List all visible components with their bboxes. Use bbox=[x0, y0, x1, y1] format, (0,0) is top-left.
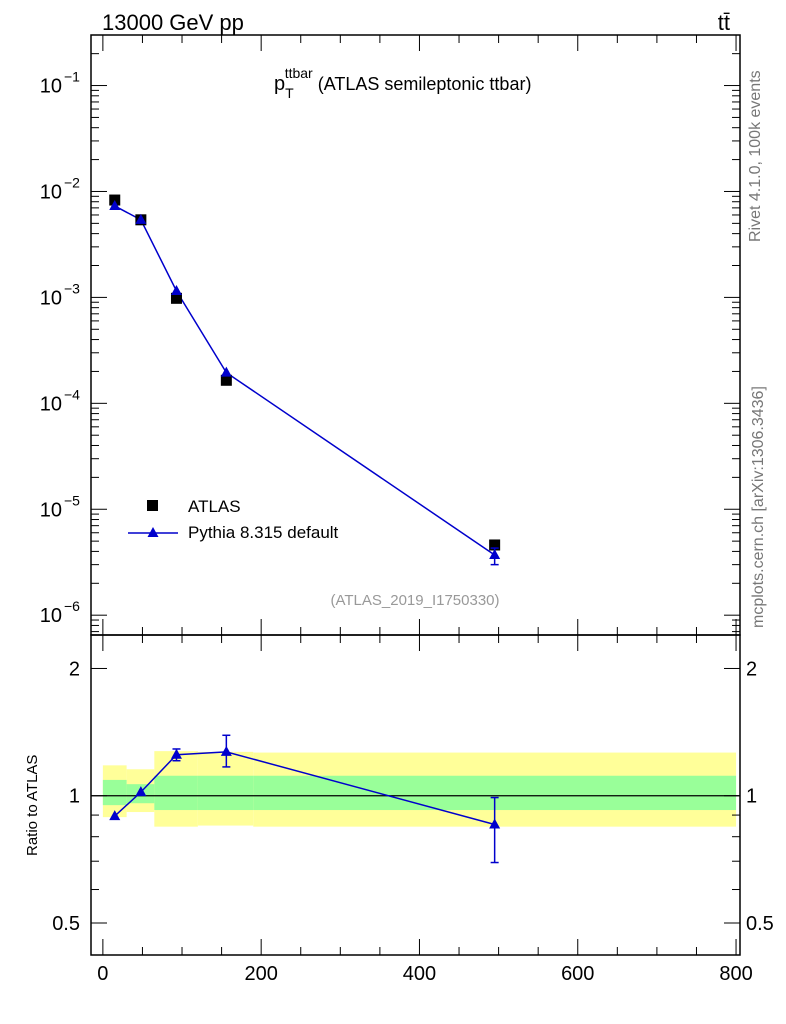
rivet-version-label: Rivet 4.1.0, 100k events bbox=[747, 70, 764, 242]
ratio-frame bbox=[90, 634, 741, 956]
mc-data-point bbox=[109, 199, 121, 210]
ratio-ytick-label: 2 bbox=[69, 658, 80, 680]
mc-data-point bbox=[489, 548, 501, 559]
collision-label: 13000 GeV pp bbox=[102, 10, 244, 35]
ratio-ytick-label-right: 1 bbox=[746, 786, 757, 808]
atlas-data-point bbox=[220, 374, 232, 386]
ratio-ytick-label: 1 bbox=[69, 786, 80, 808]
ratio-band-inner bbox=[197, 775, 254, 811]
ytick-mantissa: 10 bbox=[40, 499, 62, 521]
ratio-xtick-label: 200 bbox=[244, 963, 277, 985]
ytick-mantissa: 10 bbox=[40, 605, 62, 627]
main-frame bbox=[90, 34, 741, 636]
main-ytick-exponent: −6 bbox=[64, 598, 80, 614]
main-ytick-label: 10 bbox=[40, 605, 62, 627]
main-ytick-exponent: −4 bbox=[64, 386, 80, 402]
mc-series-line bbox=[114, 205, 496, 556]
ratio-mc-point bbox=[220, 745, 232, 756]
main-ytick-exponent: −3 bbox=[64, 280, 80, 296]
legend-label-atlas: ATLAS bbox=[188, 497, 241, 516]
atlas-data-point bbox=[489, 539, 501, 551]
ratio-mc-point bbox=[135, 786, 147, 797]
main-ytick-label: 10 bbox=[40, 393, 62, 415]
title-main: p bbox=[274, 73, 285, 95]
legend-marker-mc bbox=[147, 527, 159, 537]
ratio-xtick-label: 0 bbox=[97, 963, 108, 985]
main-ytick-exponent: −1 bbox=[64, 69, 80, 85]
mc-data-point bbox=[135, 213, 147, 224]
ratio-mc-point bbox=[109, 810, 121, 821]
ratio-ytick-label-right: 2 bbox=[746, 658, 757, 680]
ytick-mantissa: 10 bbox=[40, 181, 62, 203]
main-ytick-label: 10 bbox=[40, 76, 62, 98]
main-ytick-exponent: −2 bbox=[64, 174, 80, 190]
ratio-data-marks bbox=[109, 734, 501, 864]
analysis-id: (ATLAS_2019_I1750330) bbox=[330, 592, 499, 609]
mc-data-point bbox=[170, 284, 182, 295]
ratio-uncertainty-bands bbox=[102, 751, 737, 827]
main-panel: 10−610−510−410−310−210−1 pTttbar (ATLAS … bbox=[40, 34, 741, 636]
atlas-data-point bbox=[170, 292, 182, 304]
main-axes: 10−610−510−410−310−210−1 bbox=[40, 35, 740, 635]
title-rest: (ATLAS semileptonic ttbar) bbox=[313, 74, 532, 94]
mc-data-point bbox=[220, 366, 232, 377]
ytick-mantissa: 10 bbox=[40, 287, 62, 309]
mcplots-label: mcplots.cern.ch [arXiv:1306.3436] bbox=[750, 386, 767, 628]
main-ytick-exponent: −5 bbox=[64, 492, 80, 508]
ratio-ytick-label-right: 0.5 bbox=[746, 913, 774, 935]
ratio-mc-point bbox=[170, 748, 182, 759]
ratio-axes: 0.5 0.5 1 1 2 2 0 200 400 600 800 bbox=[52, 635, 774, 985]
ratio-band-inner bbox=[154, 775, 198, 811]
ytick-mantissa: 10 bbox=[40, 76, 62, 98]
legend-label-mc: Pythia 8.315 default bbox=[188, 523, 339, 542]
ratio-ytick-label: 0.5 bbox=[52, 913, 80, 935]
ratio-xtick-label: 400 bbox=[403, 963, 436, 985]
main-ytick-label: 10 bbox=[40, 499, 62, 521]
legend-marker-atlas bbox=[147, 500, 158, 511]
ratio-band-inner bbox=[102, 779, 127, 806]
legend: ATLAS Pythia 8.315 default bbox=[128, 497, 339, 542]
title-subscript: T bbox=[285, 85, 294, 101]
main-ytick-label: 10 bbox=[40, 181, 62, 203]
main-data-marks bbox=[109, 194, 501, 566]
ratio-mc-point bbox=[489, 818, 501, 829]
ratio-xtick-label: 800 bbox=[719, 963, 752, 985]
ratio-ylabel: Ratio to ATLAS bbox=[24, 755, 41, 856]
main-ytick-label: 10 bbox=[40, 287, 62, 309]
ytick-mantissa: 10 bbox=[40, 393, 62, 415]
title-superscript: ttbar bbox=[285, 65, 313, 81]
ratio-xtick-label: 600 bbox=[561, 963, 594, 985]
plot-title: pTttbar (ATLAS semileptonic ttbar) bbox=[274, 65, 531, 101]
process-label: tt̄ bbox=[718, 10, 730, 35]
ratio-panel: 0.5 0.5 1 1 2 2 0 200 400 600 800 Ratio to ATLAS bbox=[24, 634, 774, 985]
